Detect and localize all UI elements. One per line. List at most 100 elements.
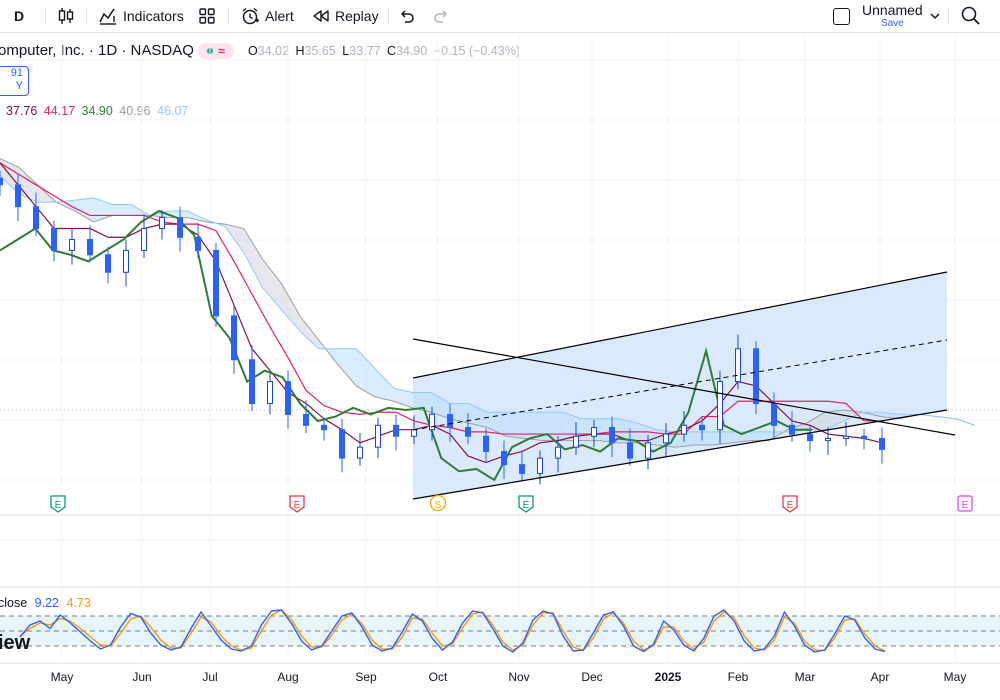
indicators-button[interactable]: Indicators bbox=[98, 0, 184, 32]
stoch-source-label: close bbox=[0, 596, 28, 610]
stoch-d-value: 4.73 bbox=[66, 596, 91, 610]
cloud-segment bbox=[656, 429, 675, 448]
cloud-segment bbox=[731, 431, 750, 443]
candle-body bbox=[735, 348, 741, 383]
candle-body bbox=[105, 254, 111, 273]
event-letter: E bbox=[294, 500, 301, 511]
cloud-segment bbox=[18, 167, 38, 203]
market-status-badge[interactable]: ≈ bbox=[198, 43, 234, 59]
cloud-segment bbox=[956, 418, 975, 426]
replay-button[interactable]: Replay bbox=[312, 0, 379, 32]
earnings-marker-badge bbox=[518, 495, 534, 513]
cloud-segment bbox=[750, 431, 769, 441]
time-axis-label: Feb bbox=[728, 670, 749, 684]
event-letter: E bbox=[962, 500, 969, 511]
symbol-title[interactable]: omputer, Inc. · 1D · NASDAQ bbox=[0, 42, 194, 59]
redo-button[interactable] bbox=[432, 0, 450, 32]
redo-icon bbox=[434, 10, 448, 23]
save-label: Save bbox=[880, 18, 904, 29]
buy-sell-box[interactable]: 91 Y bbox=[0, 66, 29, 96]
layout-name-button[interactable]: Unnamed Save bbox=[862, 0, 923, 32]
checkbox-icon bbox=[833, 7, 850, 25]
market-open-dot bbox=[207, 48, 214, 54]
span-a-value: 40.96 bbox=[119, 104, 151, 118]
earnings-marker-badge bbox=[289, 495, 305, 513]
layout-checkbox[interactable] bbox=[833, 0, 850, 32]
conversion-value: 37.76 bbox=[6, 104, 38, 118]
candle-body bbox=[51, 228, 57, 251]
time-axis-label: 2025 bbox=[655, 670, 682, 684]
interval-button[interactable]: D bbox=[14, 8, 25, 24]
time-axis-label: Aug bbox=[277, 670, 298, 684]
cloud-segment bbox=[112, 204, 132, 216]
base-value: 44.17 bbox=[43, 104, 76, 118]
replay-label: Replay bbox=[335, 8, 379, 24]
alarm-clock-icon bbox=[242, 7, 259, 25]
trend-lines bbox=[412, 271, 956, 500]
candle-body bbox=[213, 249, 219, 317]
ichimoku-values: 37.76 44.17 34.90 40.96 46.07 bbox=[6, 104, 188, 118]
candle-body bbox=[123, 249, 129, 273]
time-axis-label: Jul bbox=[202, 670, 217, 684]
cloud-segment bbox=[393, 388, 413, 408]
event-letter: E bbox=[787, 500, 794, 511]
stoch-band-fill bbox=[0, 616, 1000, 646]
candle-body bbox=[15, 184, 21, 208]
split-marker-circle bbox=[429, 494, 447, 512]
close-value: 34.90 bbox=[396, 44, 428, 58]
candle-body bbox=[573, 435, 579, 448]
alert-button[interactable]: Alert bbox=[240, 0, 294, 32]
event-letter: E bbox=[55, 500, 62, 511]
candle-body bbox=[303, 413, 309, 426]
toolbar-divider bbox=[948, 7, 949, 25]
candle-body bbox=[249, 359, 255, 404]
earnings-marker-badge bbox=[782, 495, 798, 513]
candle-body bbox=[663, 433, 669, 444]
cloud-segment bbox=[318, 340, 338, 365]
indicators-label: Indicators bbox=[123, 8, 184, 24]
cloud-segment bbox=[712, 431, 732, 446]
candle-body bbox=[699, 424, 705, 431]
earnings-marker-box bbox=[957, 495, 973, 512]
candle-type-button[interactable] bbox=[56, 0, 76, 32]
rewind-icon bbox=[313, 10, 329, 22]
drawing-tools bbox=[413, 272, 947, 499]
approx-icon: ≈ bbox=[218, 44, 225, 58]
candle-body bbox=[825, 437, 831, 442]
cloud-segment bbox=[93, 197, 113, 222]
badge-top-value: 91 bbox=[10, 67, 23, 79]
layout-menu-chevron[interactable] bbox=[929, 0, 941, 32]
templates-button[interactable] bbox=[198, 0, 216, 32]
cloud-segment bbox=[187, 211, 207, 222]
cloud-segment bbox=[806, 412, 825, 430]
stoch-legend: close 9.22 4.73 bbox=[0, 596, 91, 610]
candle-body bbox=[843, 435, 849, 439]
cloud-segment bbox=[843, 410, 863, 421]
brand-watermark: iew bbox=[0, 632, 31, 654]
candle-body bbox=[375, 424, 381, 448]
search-button[interactable] bbox=[960, 0, 982, 32]
candle-body bbox=[753, 348, 759, 404]
cloud-segment bbox=[131, 204, 150, 216]
candle-body bbox=[789, 424, 795, 435]
time-axis-label: Mar bbox=[795, 670, 816, 684]
high-value: 35.65 bbox=[304, 44, 336, 58]
candle-body bbox=[0, 177, 3, 186]
candle-body bbox=[321, 424, 327, 431]
candle-body bbox=[555, 446, 561, 459]
ohlc-values: O34.02 H35.65 L33.77 C34.90 −0.15 (−0.43… bbox=[248, 44, 520, 58]
candle-body bbox=[681, 424, 687, 435]
time-axis-label: Oct bbox=[429, 670, 448, 684]
undo-button[interactable] bbox=[398, 0, 416, 32]
candle-body bbox=[465, 427, 471, 437]
chart-grid bbox=[0, 36, 1000, 660]
chevron-down-icon bbox=[930, 13, 940, 20]
candle-body bbox=[501, 451, 507, 466]
candle-body bbox=[339, 429, 345, 459]
earnings-marker-badge bbox=[50, 495, 66, 513]
candle-body bbox=[447, 413, 453, 429]
cloud-segment bbox=[525, 412, 544, 441]
channel-median-line bbox=[412, 339, 948, 431]
candle-body bbox=[537, 457, 543, 474]
event-marker-earnings-reported: E bbox=[782, 495, 798, 513]
